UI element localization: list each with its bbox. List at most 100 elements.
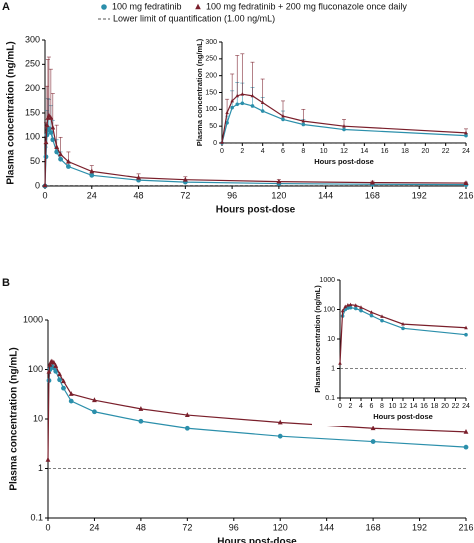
triangle-marker — [281, 113, 285, 118]
triangle-marker — [46, 368, 52, 374]
triangle-marker — [54, 144, 60, 149]
x-tick-label: 168 — [366, 522, 381, 532]
triangle-marker — [46, 112, 52, 118]
x-tick-label: 0 — [45, 522, 50, 532]
x-tick-label: 20 — [421, 148, 429, 155]
panel-label: B — [2, 277, 10, 289]
x-axis-label: Hours post-dose — [373, 412, 433, 421]
triangle-marker — [260, 100, 265, 105]
x-tick-label: 48 — [134, 190, 144, 200]
x-tick-label: 144 — [319, 522, 334, 532]
x-tick-label: 16 — [381, 148, 389, 155]
y-tick-label: 300 — [25, 34, 40, 44]
triangle-marker — [65, 158, 71, 164]
y-tick-label: 100 — [28, 364, 43, 374]
x-tick-label: 24 — [89, 522, 99, 532]
y-axis-label: Plasma concentration (ng/mL) — [195, 38, 204, 146]
y-tick-label: 1 — [331, 365, 335, 372]
triangle-marker — [48, 114, 54, 120]
triangle-marker — [136, 174, 141, 180]
triangle-marker — [53, 363, 59, 368]
y-tick-label: 300 — [205, 39, 217, 46]
y-tick-label: 10 — [327, 336, 335, 343]
x-tick-label: 20 — [441, 403, 449, 410]
y-tick-label: 0.1 — [30, 512, 43, 522]
circle-marker — [240, 101, 245, 106]
triangle-marker — [250, 93, 255, 98]
x-tick-label: 10 — [389, 403, 397, 410]
y-tick-label: 100 — [323, 306, 335, 313]
x-tick-label: 24 — [462, 403, 470, 410]
triangle-marker — [220, 140, 224, 144]
triangle-marker — [463, 428, 469, 434]
triangle-marker — [45, 456, 51, 462]
x-tick-label: 22 — [442, 148, 450, 155]
circle-marker — [281, 117, 285, 122]
x-axis-label: Hours post-dose — [216, 205, 296, 216]
x-tick-label: 18 — [431, 403, 439, 410]
x-tick-label: 16 — [420, 403, 428, 410]
x-tick-label: 8 — [301, 148, 305, 155]
triangle-marker — [463, 180, 469, 185]
x-tick-label: 4 — [359, 403, 363, 410]
circle-marker — [342, 127, 346, 132]
circle-marker — [277, 433, 283, 439]
triangle-marker — [301, 118, 306, 123]
y-tick-label: 250 — [25, 59, 40, 69]
triangle-marker — [235, 93, 240, 98]
x-tick-label: 2 — [240, 148, 244, 155]
x-tick-label: 96 — [227, 190, 237, 200]
triangle-marker — [240, 92, 245, 96]
circle-marker — [348, 305, 353, 310]
triangle-marker — [43, 139, 49, 145]
triangle-marker — [369, 310, 374, 314]
y-tick-label: 0 — [35, 180, 40, 190]
x-tick-label: 144 — [318, 190, 333, 200]
circle-marker — [464, 133, 468, 138]
circle-marker — [65, 164, 71, 169]
y-tick-label: 0 — [213, 140, 217, 147]
y-axis-label: Plasma concentration (ng/mL) — [9, 347, 20, 490]
triangle-marker — [340, 308, 345, 313]
circle-marker — [57, 377, 63, 383]
x-tick-label: 14 — [360, 148, 368, 155]
circle-marker — [68, 398, 74, 404]
x-tick-label: 216 — [458, 190, 473, 200]
triangle-marker — [51, 359, 57, 365]
circle-marker — [401, 326, 405, 331]
y-tick-label: 100 — [25, 132, 40, 142]
triangle-marker — [401, 321, 405, 326]
x-tick-label: 24 — [87, 190, 97, 200]
circle-marker — [225, 121, 229, 125]
circle-marker — [301, 122, 306, 127]
circle-marker — [380, 318, 384, 323]
y-tick-label: 200 — [205, 73, 217, 80]
legend-marker — [101, 4, 107, 10]
x-tick-label: 120 — [271, 190, 286, 200]
triangle-marker — [57, 371, 63, 377]
triangle-marker — [47, 361, 53, 367]
y-tick-label: 1000 — [23, 314, 43, 324]
circle-marker — [353, 306, 358, 311]
x-tick-label: 0 — [338, 403, 342, 410]
x-tick-label: 216 — [458, 522, 473, 532]
triangle-marker — [44, 122, 50, 128]
triangle-marker — [370, 425, 376, 431]
triangle-marker — [342, 124, 346, 128]
x-tick-label: 72 — [180, 190, 190, 200]
triangle-marker — [338, 361, 342, 365]
y-axis-label: Plasma concentration (ng/mL) — [6, 41, 17, 184]
circle-marker — [89, 172, 95, 178]
y-tick-label: 50 — [30, 156, 40, 166]
x-tick-label: 8 — [380, 403, 384, 410]
x-tick-label: 12 — [340, 148, 348, 155]
triangle-marker — [50, 124, 56, 130]
circle-marker — [53, 368, 59, 374]
circle-marker — [250, 104, 255, 108]
circle-marker — [370, 439, 376, 444]
legend-label: Lower limit of quantification (1.00 ng/m… — [113, 13, 275, 23]
triangle-marker — [182, 176, 188, 182]
triangle-marker — [380, 314, 384, 318]
x-tick-label: 192 — [412, 190, 427, 200]
circle-marker — [50, 137, 56, 143]
